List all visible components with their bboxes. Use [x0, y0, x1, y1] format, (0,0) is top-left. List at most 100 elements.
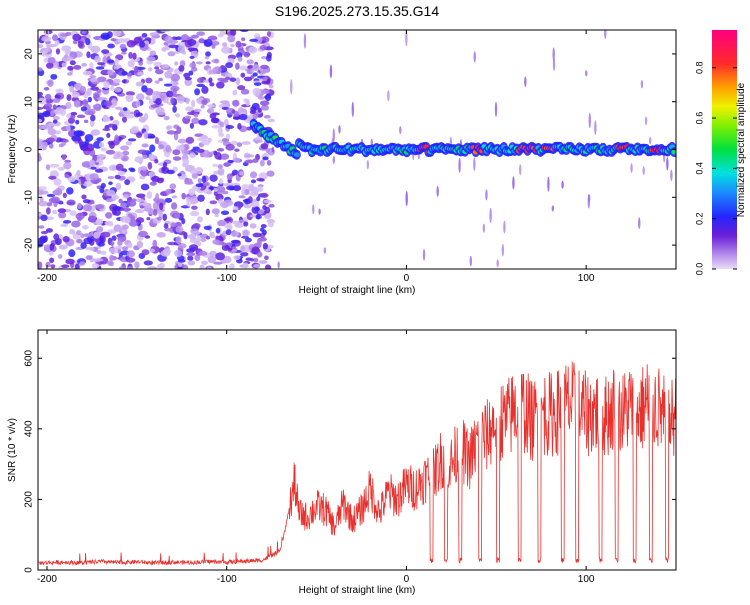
spectrogram-speckle — [207, 104, 216, 108]
spectrogram-speckle — [68, 249, 76, 258]
spectrogram-speckle — [46, 216, 55, 220]
spectrogram-streak — [594, 120, 597, 135]
spectrogram-speckle — [207, 35, 218, 41]
spectrogram-speckle — [53, 178, 62, 186]
snr-series-line — [38, 361, 676, 567]
spectrogram-speckle — [221, 42, 228, 48]
spectrogram-speckle — [190, 200, 196, 205]
spectrogram-speckle — [72, 33, 82, 42]
x-tick-label: -100 — [217, 273, 237, 284]
spectrogram-speckle — [183, 144, 190, 151]
spectrogram-speckle — [38, 91, 43, 97]
spectrogram-streak — [303, 33, 307, 49]
spectrogram-speckle — [239, 65, 248, 71]
spectrogram-streak — [458, 157, 461, 173]
spectrogram-speckle — [161, 64, 170, 69]
spectrogram-speckle — [127, 138, 137, 142]
spectrogram-speckle — [154, 80, 160, 84]
spectrogram-speckle — [145, 77, 153, 84]
spectrogram-speckle — [129, 127, 139, 133]
spectrogram-speckle — [100, 231, 111, 238]
spectrogram-speckle — [38, 67, 43, 72]
spectrogram-speckle — [221, 242, 227, 247]
spectrogram-speckle — [63, 162, 72, 170]
spectrogram-speckle — [105, 149, 116, 155]
spectrogram-speckle — [103, 100, 113, 107]
spectrogram-speckle — [231, 109, 236, 114]
spectrogram-speckle — [177, 243, 187, 249]
spectrogram-speckle — [164, 150, 171, 158]
spectrogram-speckle — [121, 51, 127, 55]
spectrogram-speckle — [229, 77, 237, 82]
spectrogram-speckle — [141, 143, 149, 148]
spectrogram-speckle — [161, 166, 167, 172]
spectrogram-speckle — [41, 36, 52, 42]
spectrogram-xlabel: Height of straight line (km) — [299, 285, 416, 296]
spectrogram-speckle — [258, 172, 269, 180]
spectrogram-speckle — [83, 237, 93, 245]
spectrogram-speckle — [137, 149, 148, 154]
spectrogram-speckle — [73, 83, 81, 89]
spectrogram-speckle — [114, 134, 119, 143]
spectrogram-speckle — [38, 106, 44, 111]
spectrogram-speckle — [73, 130, 84, 137]
spectrogram-speckle — [168, 39, 179, 44]
spectrogram-speckle — [204, 56, 209, 60]
spectrogram-speckle — [205, 208, 210, 216]
spectrogram-speckle — [186, 252, 196, 257]
spectrogram-streak — [585, 70, 588, 77]
spectrogram-speckle — [259, 45, 267, 51]
spectrogram-speckle — [45, 261, 51, 268]
spectrogram-speckle — [90, 86, 100, 91]
spectrogram-speckle — [176, 126, 182, 135]
spectrogram-speckle — [241, 184, 250, 190]
spectrogram-speckle — [147, 266, 158, 269]
spectrogram-speckle — [253, 139, 263, 143]
spectrogram-speckle — [77, 202, 82, 210]
spectrogram-speckle — [203, 39, 213, 47]
spectrogram-speckle — [71, 91, 80, 98]
spectrogram-speckle — [112, 206, 122, 211]
spectrogram-speckle — [168, 44, 179, 49]
spectrogram-speckle — [115, 163, 124, 171]
spectrogram-speckle — [176, 95, 186, 102]
spectrogram-speckle — [89, 247, 95, 251]
spectrogram-speckle — [177, 45, 185, 54]
spectrogram-speckle — [66, 187, 74, 195]
spectrogram-speckle — [107, 59, 115, 64]
spectrogram-speckle — [216, 148, 225, 152]
spectrogram-speckle — [148, 171, 156, 177]
spectrogram-streak — [630, 163, 633, 173]
spectrogram-speckle — [265, 54, 272, 62]
spectrogram-speckle — [185, 115, 192, 120]
spectrogram-streak — [640, 79, 644, 89]
spectrogram-y-ticks: -20 -10 0 10 20 — [24, 48, 676, 252]
spectrogram-speckle — [165, 144, 171, 153]
spectrogram-speckle — [69, 60, 76, 66]
spectrogram-speckle — [216, 81, 225, 89]
spectrogram-speckle — [81, 62, 88, 67]
spectrogram-speckle — [135, 209, 142, 213]
spectrogram-track-point — [671, 149, 676, 155]
spectrogram-speckle — [136, 240, 144, 249]
spectrogram-streak — [473, 51, 476, 63]
spectrogram-speckle — [128, 218, 139, 227]
spectrogram-speckle — [205, 61, 211, 65]
spectrogram-speckle — [50, 196, 60, 203]
spectrogram-speckle — [170, 202, 178, 210]
spectrogram-speckle — [260, 143, 269, 150]
spectrogram-speckle — [252, 72, 258, 77]
spectrogram-speckle — [40, 214, 48, 222]
spectrogram-speckle — [187, 255, 194, 261]
spectrogram-speckle — [136, 66, 146, 71]
colorbar-label: Normalized spectral amplitude — [736, 82, 747, 217]
spectrogram-speckle — [106, 189, 116, 197]
spectrogram-speckle — [173, 132, 179, 141]
spectrogram-speckle — [189, 55, 195, 60]
spectrogram-speckle — [189, 62, 197, 69]
spectrogram-streak — [323, 247, 327, 254]
spectrogram-streak — [587, 194, 591, 202]
spectrogram-speckle — [47, 57, 56, 64]
spectrogram-speckle — [132, 52, 137, 60]
spectrogram-speckle — [223, 255, 232, 264]
